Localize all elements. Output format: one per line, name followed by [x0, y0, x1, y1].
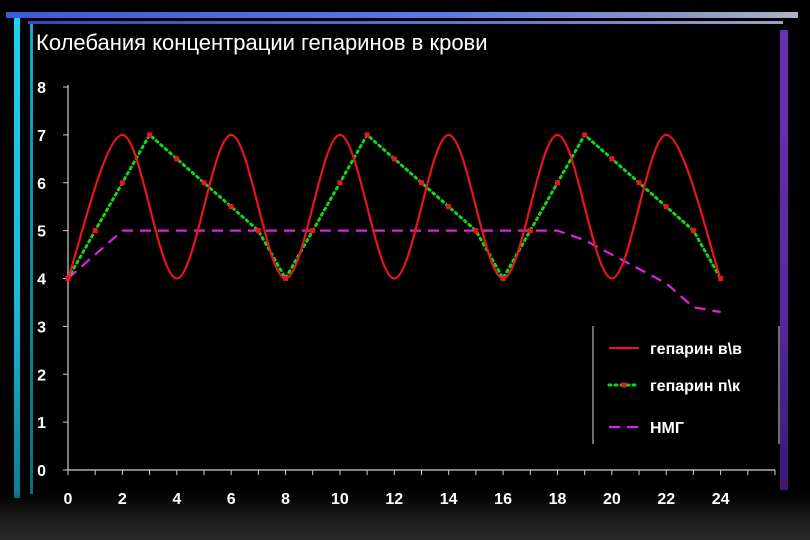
series-line-2: [67, 229, 721, 314]
y-tick-label: 8: [37, 80, 46, 97]
x-tick-label: 2: [118, 491, 127, 508]
legend-label: гепарин в\в: [650, 341, 742, 358]
data-point: [174, 156, 180, 162]
chart-legend: гепарин в\в гепарин п\к НМГ: [592, 326, 780, 444]
chart-title: Колебания концентрации гепаринов в крови: [36, 30, 488, 55]
y-tick-label: 2: [37, 367, 46, 384]
x-tick-label: 20: [603, 491, 621, 508]
left-accent-line: [30, 24, 33, 494]
y-tick-label: 1: [37, 415, 46, 432]
data-point: [337, 180, 343, 186]
x-tick-label: 6: [227, 491, 236, 508]
x-tick-label: 14: [440, 491, 458, 508]
data-point: [201, 180, 207, 186]
data-point: [391, 156, 397, 162]
data-point: [147, 132, 153, 138]
data-point: [527, 228, 533, 234]
y-tick-label: 6: [37, 176, 46, 193]
data-point: [582, 132, 588, 138]
data-point: [310, 228, 316, 234]
top-accent-line: [28, 21, 783, 24]
y-tick-label: 0: [37, 463, 46, 480]
x-tick-label: 4: [172, 491, 181, 508]
legend-label: гепарин п\к: [650, 378, 741, 395]
data-point: [364, 132, 370, 138]
data-point: [636, 180, 642, 186]
bottom-fade: [0, 492, 810, 540]
x-tick-label: 10: [331, 491, 349, 508]
x-tick-label: 18: [549, 491, 567, 508]
data-point: [473, 228, 479, 234]
x-tick-label: 24: [712, 491, 730, 508]
data-point: [419, 180, 424, 186]
x-tick-label: 22: [657, 491, 675, 508]
y-tick-label: 3: [37, 319, 46, 336]
legend-marker: [621, 382, 627, 388]
legend-label: НМГ: [650, 420, 684, 437]
series-line-0: [66, 133, 722, 280]
right-accent-bar: [780, 30, 788, 490]
x-tick-label: 12: [385, 491, 403, 508]
data-point: [663, 204, 669, 210]
data-point: [609, 156, 615, 162]
x-tick-label: 0: [64, 491, 73, 508]
data-point: [255, 228, 261, 234]
chart-series: [65, 132, 724, 314]
left-accent-bar: [14, 18, 20, 498]
data-point: [446, 204, 452, 210]
y-tick-label: 7: [37, 128, 46, 145]
data-point: [554, 180, 560, 186]
y-tick-label: 4: [37, 272, 46, 289]
x-tick-label: 8: [281, 491, 290, 508]
data-point: [690, 228, 696, 234]
y-tick-label: 5: [37, 224, 46, 241]
data-point: [119, 180, 125, 186]
x-tick-label: 16: [494, 491, 512, 508]
data-point: [228, 204, 234, 210]
top-accent-bar: [6, 12, 798, 18]
data-point: [92, 228, 98, 234]
